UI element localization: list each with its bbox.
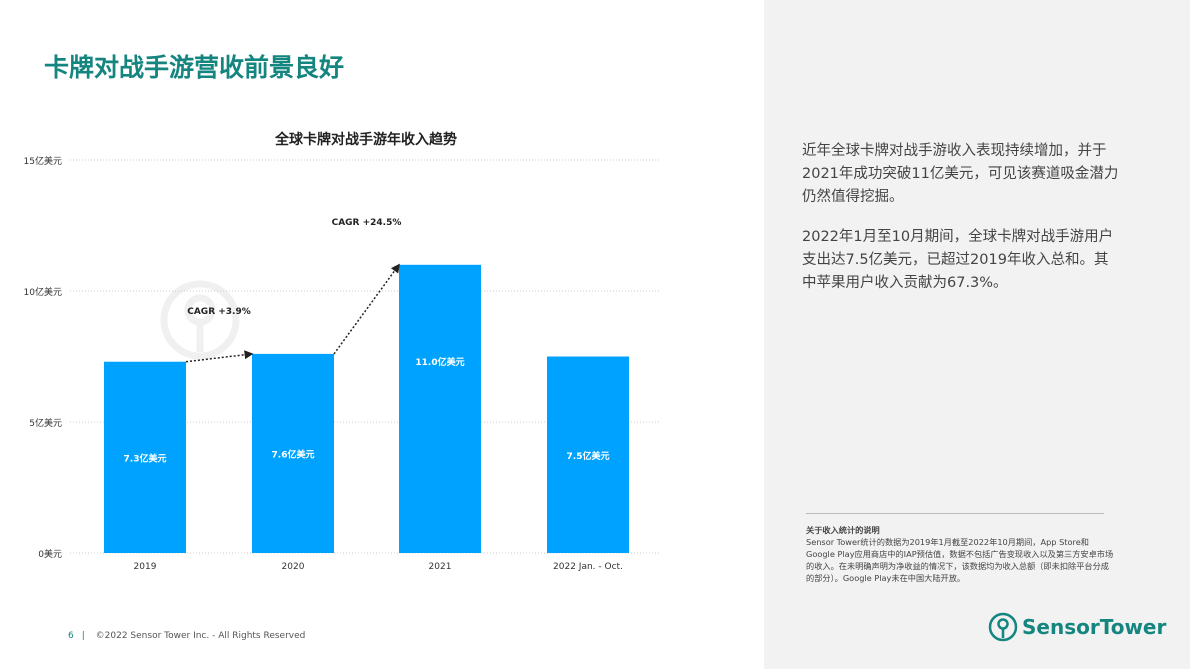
bar xyxy=(399,264,481,553)
side-panel xyxy=(764,0,1190,669)
bar xyxy=(252,353,334,553)
page-title: 卡牌对战手游营收前景良好 xyxy=(44,53,345,82)
footer-separator: | xyxy=(81,631,85,641)
chart-title: 全球卡牌对战手游年收入趋势 xyxy=(274,131,457,148)
x-tick-label: 2019 xyxy=(134,562,157,572)
data-label: 7.5亿美元 xyxy=(567,450,610,462)
cagr-label: CAGR +24.5% xyxy=(332,218,402,228)
y-tick-label: 10亿美元 xyxy=(24,286,62,298)
note-body: Sensor Tower统计的数据为2019年1月截至2022年10月期间，Ap… xyxy=(806,537,1114,583)
y-tick-label: 0美元 xyxy=(38,548,62,560)
bar xyxy=(547,356,629,553)
x-tick-label: 2022 Jan. - Oct. xyxy=(553,562,623,572)
data-label: 7.6亿美元 xyxy=(272,448,315,460)
note-title: 关于收入统计的说明 xyxy=(806,525,880,535)
bar xyxy=(104,361,186,553)
watermark-logo-icon xyxy=(160,280,240,360)
cagr-arrow xyxy=(185,350,254,363)
sensor-tower-logo: SensorTower xyxy=(988,612,1166,642)
summary-paragraph-2: 2022年1月至10月期间，全球卡牌对战手游用户支出达7.5亿美元，已超过201… xyxy=(802,229,1114,291)
cagr-label: CAGR +3.9% xyxy=(187,307,251,317)
bar-chart: 全球卡牌对战手游年收入趋势 0美元 5亿美元 10亿美元 15亿美元 7.3亿美元 201… xyxy=(24,131,660,572)
cagr-arrow xyxy=(333,263,400,355)
y-tick-label: 15亿美元 xyxy=(24,155,62,167)
y-tick-label: 5亿美元 xyxy=(29,417,62,429)
x-tick-label: 2021 xyxy=(429,562,452,572)
page-number: 6 xyxy=(68,631,74,641)
methodology-note: 关于收入统计的说明 Sensor Tower统计的数据为2019年1月截至202… xyxy=(806,524,1116,584)
divider xyxy=(806,513,1104,514)
data-label: 11.0亿美元 xyxy=(415,356,464,368)
footer: 6 | ©2022 Sensor Tower Inc. - All Rights … xyxy=(68,631,313,641)
x-tick-label: 2020 xyxy=(282,562,305,572)
data-label: 7.3亿美元 xyxy=(124,452,167,464)
logo-text: SensorTower xyxy=(1022,615,1167,639)
copyright: ©2022 Sensor Tower Inc. - All Rights Res… xyxy=(95,631,306,641)
summary-paragraph-1: 近年全球卡牌对战手游收入表现持续增加，并于2021年成功突破11亿美元，可见该赛… xyxy=(802,143,1119,205)
logo-icon xyxy=(988,612,1018,642)
